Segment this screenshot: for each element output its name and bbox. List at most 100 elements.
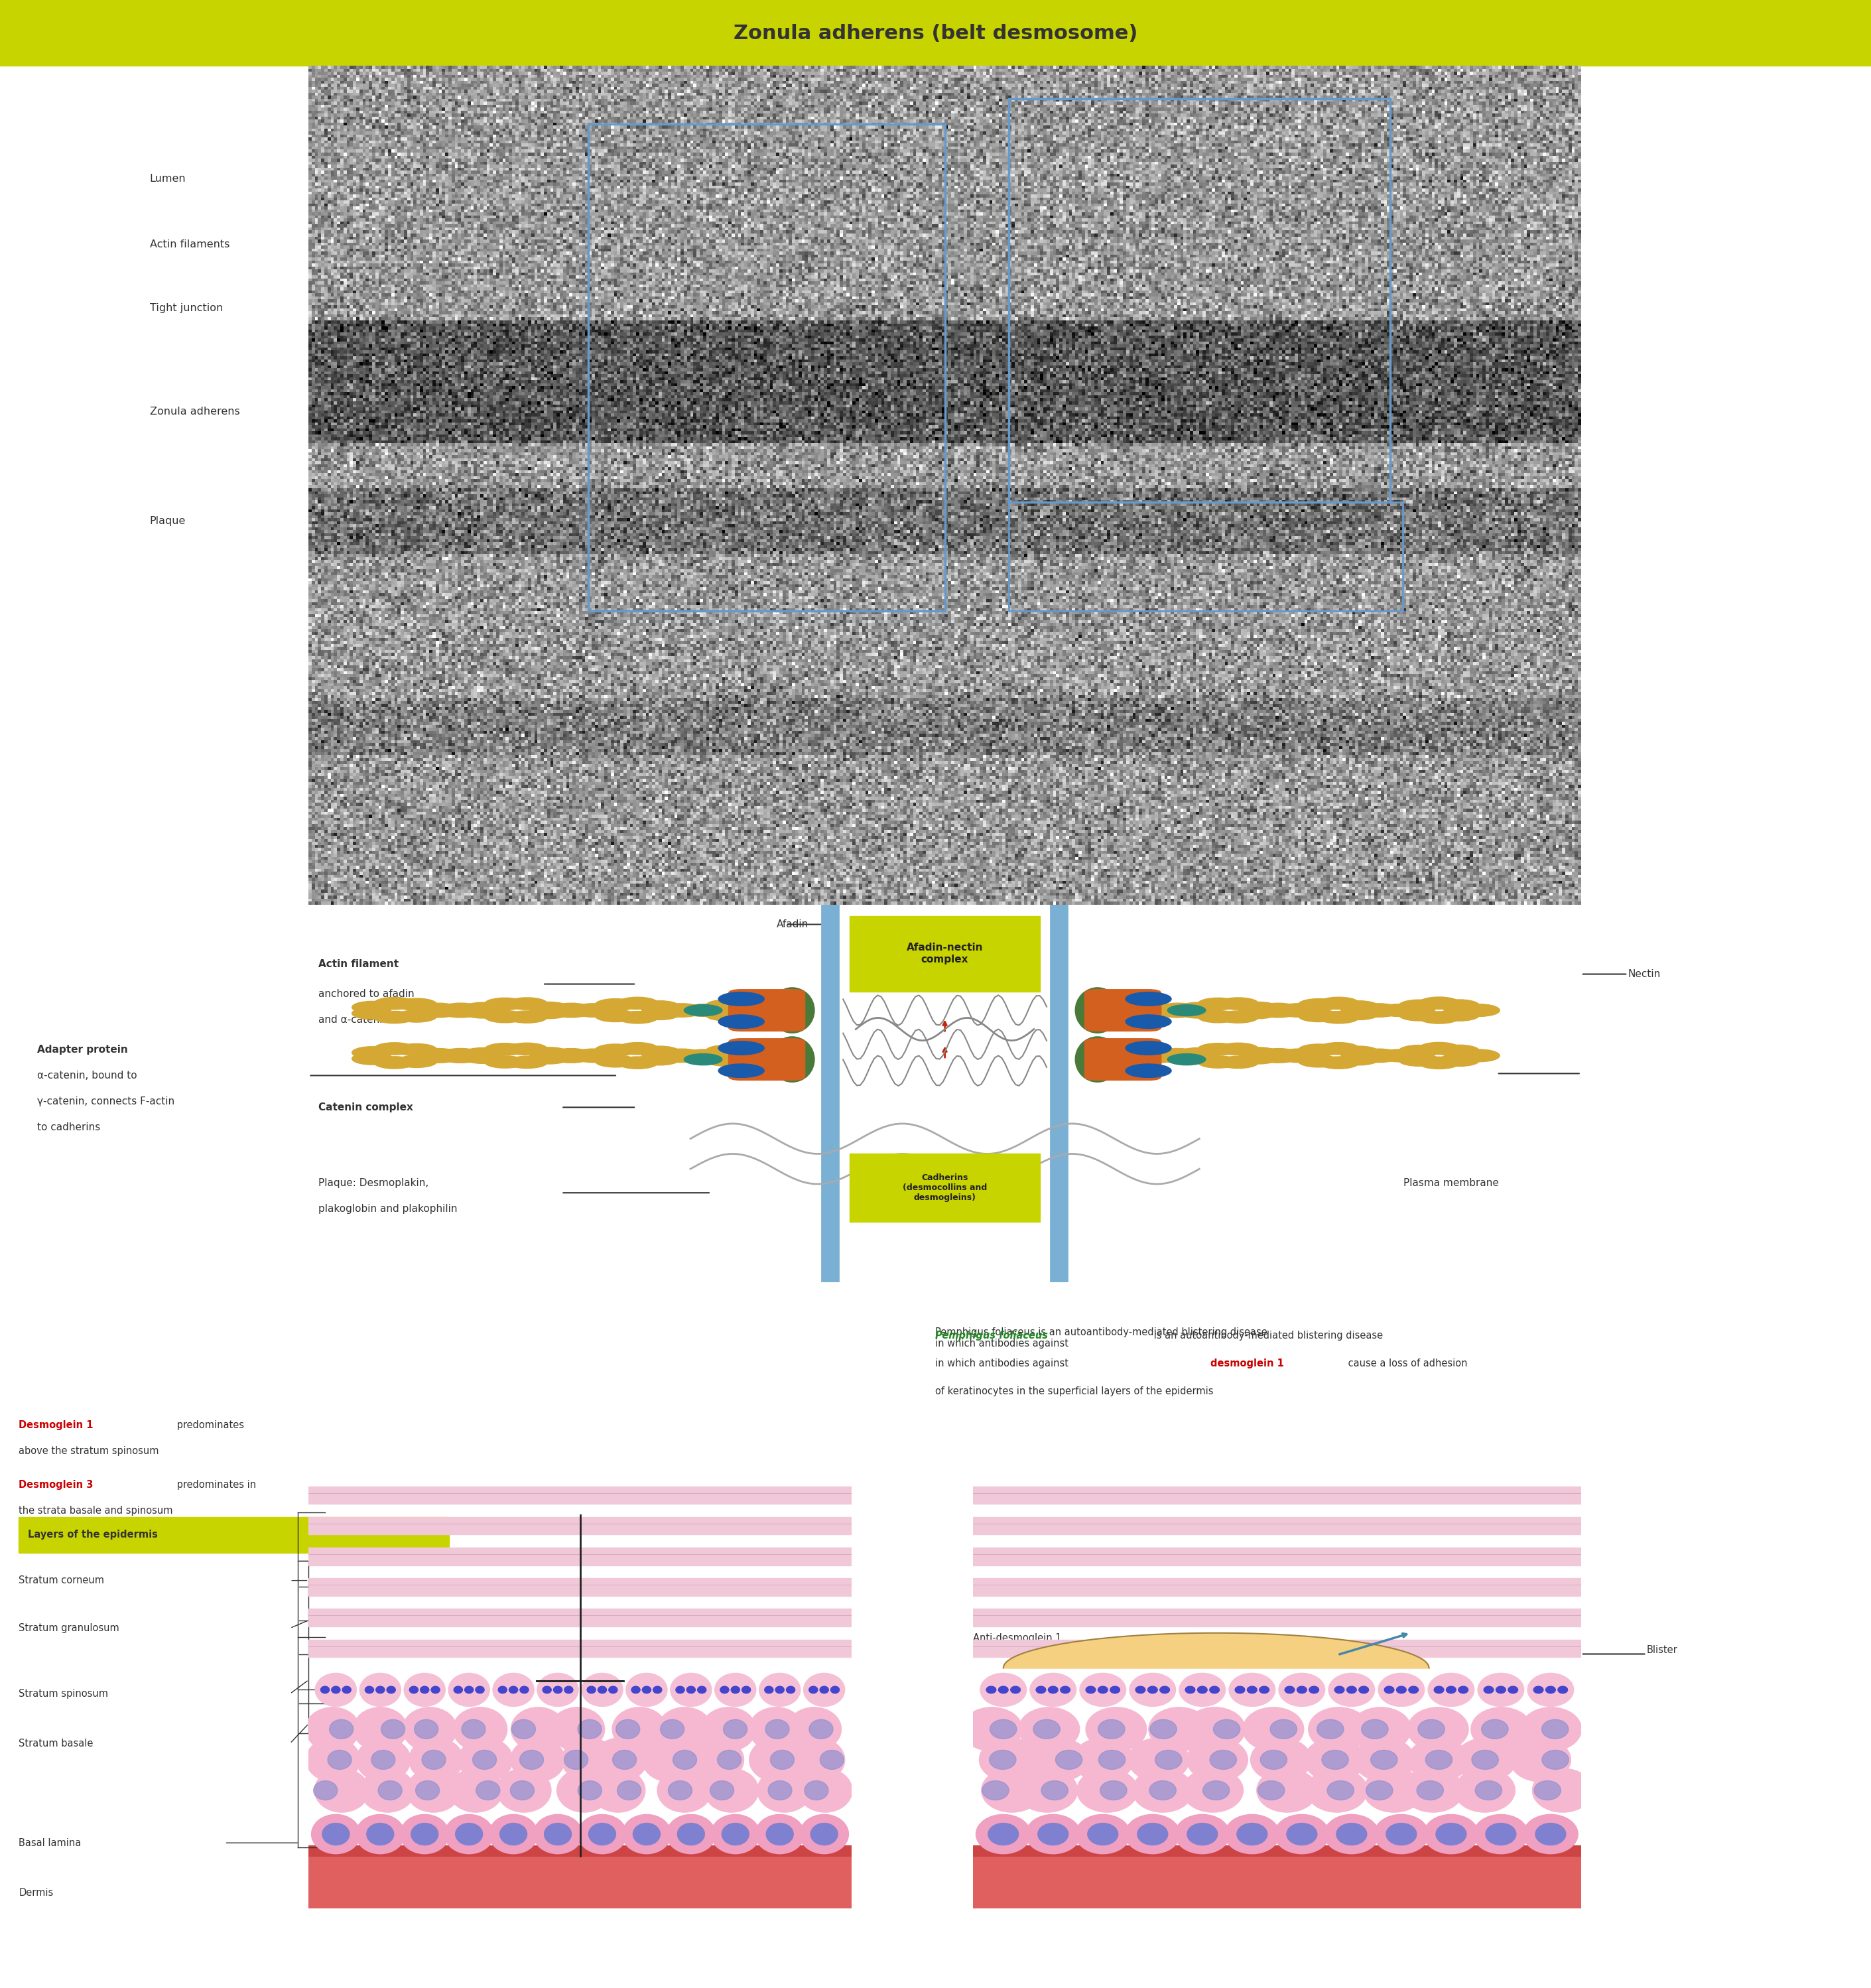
Circle shape bbox=[1078, 1046, 1117, 1060]
Circle shape bbox=[500, 1823, 528, 1845]
Circle shape bbox=[599, 1686, 606, 1694]
Circle shape bbox=[1151, 1720, 1177, 1740]
Circle shape bbox=[1418, 1012, 1459, 1024]
Circle shape bbox=[775, 1686, 784, 1694]
Circle shape bbox=[507, 1010, 548, 1024]
Circle shape bbox=[773, 1004, 812, 1016]
Circle shape bbox=[511, 1781, 535, 1799]
Circle shape bbox=[421, 1749, 445, 1769]
Circle shape bbox=[1358, 1686, 1368, 1694]
Circle shape bbox=[1355, 1738, 1414, 1781]
Text: α-catenin, bound to: α-catenin, bound to bbox=[37, 1070, 137, 1081]
Text: the strata basale and spinosum: the strata basale and spinosum bbox=[19, 1505, 172, 1517]
Text: Zonula adherens (belt desmosome): Zonula adherens (belt desmosome) bbox=[733, 24, 1138, 44]
Circle shape bbox=[705, 1046, 747, 1058]
Circle shape bbox=[1400, 1008, 1439, 1020]
Circle shape bbox=[387, 1686, 395, 1694]
Bar bbox=[0, 0, 1871, 66]
Circle shape bbox=[1319, 1012, 1358, 1024]
Circle shape bbox=[1212, 1720, 1240, 1740]
Circle shape bbox=[415, 1781, 440, 1799]
Circle shape bbox=[617, 1012, 659, 1024]
Circle shape bbox=[715, 1674, 756, 1706]
Circle shape bbox=[1366, 1781, 1392, 1799]
Circle shape bbox=[1182, 1769, 1242, 1813]
Circle shape bbox=[1126, 1064, 1171, 1077]
Text: Plaque: Desmoplakin,: Plaque: Desmoplakin, bbox=[318, 1177, 428, 1189]
Text: of keratinocytes in the superficial layers of the epidermis: of keratinocytes in the superficial laye… bbox=[935, 1386, 1214, 1398]
Circle shape bbox=[1459, 1050, 1499, 1062]
Circle shape bbox=[397, 1056, 438, 1068]
Bar bbox=[309, 1578, 851, 1596]
Bar bbox=[19, 1517, 449, 1553]
Circle shape bbox=[1287, 1823, 1317, 1845]
Circle shape bbox=[1158, 1006, 1197, 1018]
Circle shape bbox=[595, 1010, 636, 1022]
Text: is an autoantibody-mediated blistering disease: is an autoantibody-mediated blistering d… bbox=[1151, 1330, 1383, 1342]
Circle shape bbox=[1439, 1054, 1480, 1066]
Circle shape bbox=[1484, 1686, 1493, 1694]
Circle shape bbox=[718, 1014, 763, 1028]
Circle shape bbox=[1138, 1004, 1179, 1016]
Circle shape bbox=[1257, 1769, 1317, 1813]
Circle shape bbox=[617, 1042, 659, 1054]
Circle shape bbox=[1379, 1004, 1420, 1016]
Circle shape bbox=[1078, 1769, 1138, 1813]
Circle shape bbox=[378, 1781, 402, 1799]
Circle shape bbox=[1338, 1054, 1379, 1066]
Text: cause a loss of adhesion: cause a loss of adhesion bbox=[1345, 1358, 1467, 1370]
Circle shape bbox=[1055, 1749, 1081, 1769]
Circle shape bbox=[595, 1044, 636, 1056]
Circle shape bbox=[1096, 1056, 1138, 1070]
Text: Stratum spinosum: Stratum spinosum bbox=[19, 1688, 109, 1700]
Bar bbox=[973, 1578, 1581, 1596]
Circle shape bbox=[1237, 1823, 1267, 1845]
Circle shape bbox=[445, 1815, 494, 1853]
Circle shape bbox=[440, 1052, 481, 1064]
Circle shape bbox=[808, 1720, 833, 1740]
Circle shape bbox=[511, 1738, 565, 1781]
Circle shape bbox=[1319, 1058, 1358, 1070]
Circle shape bbox=[683, 1004, 724, 1016]
Circle shape bbox=[1536, 1823, 1566, 1845]
Circle shape bbox=[1250, 1738, 1312, 1781]
Circle shape bbox=[1186, 1686, 1196, 1694]
Circle shape bbox=[640, 1054, 679, 1066]
Circle shape bbox=[1098, 1720, 1124, 1740]
Circle shape bbox=[1168, 1004, 1205, 1016]
Circle shape bbox=[1297, 1686, 1306, 1694]
Circle shape bbox=[642, 1738, 696, 1781]
Text: Basal lamina: Basal lamina bbox=[19, 1837, 80, 1849]
Circle shape bbox=[750, 1008, 790, 1022]
Text: Plasma membrane: Plasma membrane bbox=[1403, 1177, 1499, 1189]
Text: Adapter protein: Adapter protein bbox=[37, 1044, 127, 1056]
Circle shape bbox=[1409, 1686, 1418, 1694]
Circle shape bbox=[573, 1050, 614, 1062]
Circle shape bbox=[1080, 1674, 1126, 1706]
Circle shape bbox=[702, 1708, 756, 1751]
Circle shape bbox=[578, 1720, 602, 1740]
Circle shape bbox=[1025, 1815, 1080, 1853]
Circle shape bbox=[660, 1050, 702, 1062]
Bar bbox=[973, 1547, 1581, 1565]
Circle shape bbox=[550, 1004, 591, 1016]
Circle shape bbox=[685, 1054, 722, 1066]
Circle shape bbox=[980, 1674, 1027, 1706]
Circle shape bbox=[773, 1050, 812, 1062]
Circle shape bbox=[1270, 1720, 1297, 1740]
Circle shape bbox=[631, 1686, 640, 1694]
Circle shape bbox=[342, 1686, 352, 1694]
Circle shape bbox=[1325, 1815, 1379, 1853]
Circle shape bbox=[352, 1046, 393, 1060]
Circle shape bbox=[1132, 1769, 1194, 1813]
Circle shape bbox=[1138, 1052, 1179, 1064]
Circle shape bbox=[1545, 1686, 1555, 1694]
Circle shape bbox=[413, 1720, 438, 1740]
Circle shape bbox=[1542, 1749, 1568, 1769]
Circle shape bbox=[1400, 1000, 1439, 1012]
Circle shape bbox=[1257, 1006, 1298, 1018]
Circle shape bbox=[1334, 1686, 1343, 1694]
Circle shape bbox=[1439, 1000, 1480, 1012]
Circle shape bbox=[1128, 1738, 1190, 1781]
Circle shape bbox=[305, 1708, 359, 1751]
